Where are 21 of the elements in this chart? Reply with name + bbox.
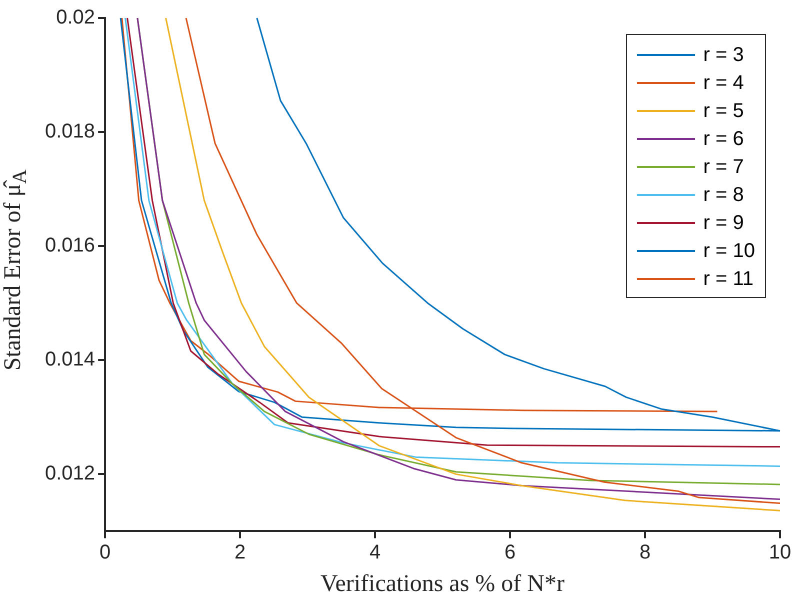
x-tick-label: 0 bbox=[99, 542, 111, 564]
legend-label: r = 5 bbox=[703, 100, 744, 122]
x-tick-label: 8 bbox=[639, 542, 651, 564]
legend-label: r = 8 bbox=[703, 184, 744, 206]
legend-label: r = 6 bbox=[703, 128, 744, 150]
y-tick-label: 0.014 bbox=[44, 348, 96, 371]
y-tick-label: 0.012 bbox=[44, 462, 96, 485]
x-tick-label: 6 bbox=[504, 542, 516, 564]
legend-label: r = 3 bbox=[703, 44, 744, 66]
legend-label: r = 11 bbox=[703, 268, 754, 290]
x-axis-title: Verifications as % of N*r bbox=[320, 570, 564, 597]
y-tick-label: 0.018 bbox=[44, 120, 96, 143]
y-tick-label: 0.02 bbox=[56, 6, 96, 29]
legend-label: r = 4 bbox=[703, 72, 744, 94]
x-tick-label: 10 bbox=[768, 542, 792, 564]
y-tick-label: 0.016 bbox=[44, 234, 96, 257]
x-tick-label: 2 bbox=[234, 542, 246, 564]
legend-label: r = 7 bbox=[703, 156, 744, 178]
x-tick-label: 4 bbox=[369, 542, 381, 564]
legend-label: r = 10 bbox=[703, 240, 755, 262]
legend-label: r = 9 bbox=[703, 212, 744, 234]
